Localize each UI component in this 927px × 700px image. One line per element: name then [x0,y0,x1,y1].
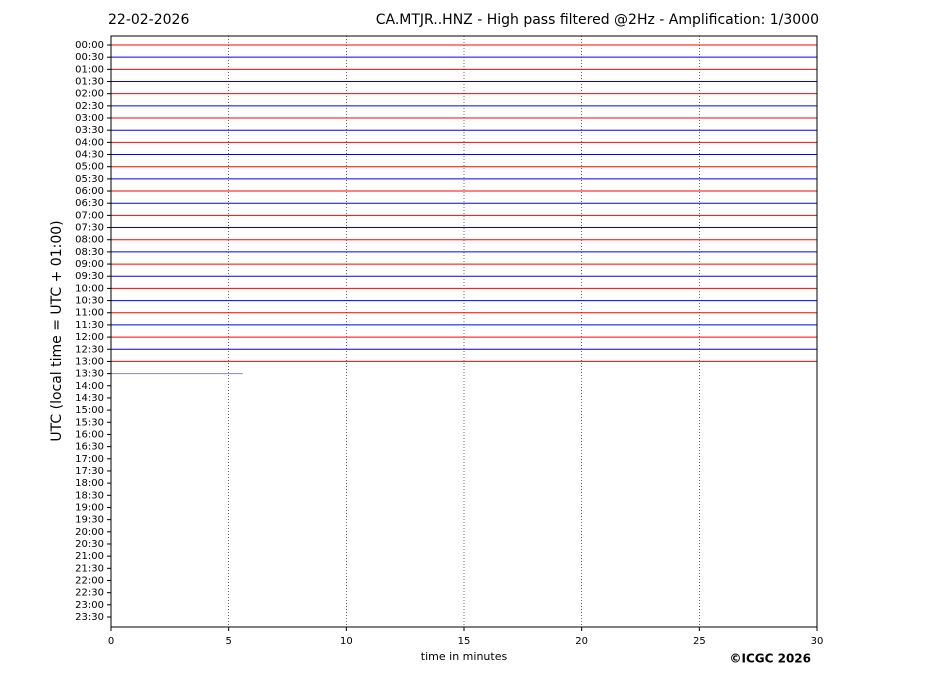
y-tick-label: 14:30 [75,393,104,404]
x-tick-label: 20 [575,636,588,647]
y-tick-label: 21:00 [75,551,104,562]
y-tick-label: 12:00 [75,332,104,343]
y-tick-label: 09:00 [75,259,104,270]
y-tick-label: 02:30 [75,101,104,112]
y-tick-label: 15:00 [75,405,104,416]
y-tick-label: 14:00 [75,381,104,392]
y-tick-label: 05:30 [75,174,104,185]
y-tick-label: 13:30 [75,369,104,380]
y-tick-label: 13:00 [75,356,104,367]
chart-title: CA.MTJR..HNZ - High pass filtered @2Hz -… [376,12,819,28]
y-tick-label: 19:00 [75,502,104,513]
y-tick-label: 07:30 [75,223,104,234]
y-tick-label: 00:00 [75,40,104,51]
y-tick-label: 10:30 [75,296,104,307]
y-tick-label: 06:30 [75,198,104,209]
y-tick-label: 16:30 [75,442,104,453]
x-tick-label: 10 [340,636,353,647]
y-axis-label: UTC (local time = UTC + 01:00) [49,220,65,441]
y-tick-label: 18:30 [75,490,104,501]
y-tick-label: 21:30 [75,563,104,574]
y-tick-label: 08:00 [75,235,104,246]
y-tick-label: 08:30 [75,247,104,258]
y-tick-label: 09:30 [75,271,104,282]
y-tick-label: 15:30 [75,417,104,428]
y-tick-label: 22:00 [75,575,104,586]
y-tick-label: 23:30 [75,612,104,623]
x-tick-label: 30 [811,636,824,647]
x-axis-label: time in minutes [421,650,508,663]
y-tick-label: 06:00 [75,186,104,197]
y-tick-label: 17:30 [75,466,104,477]
y-tick-label: 00:30 [75,52,104,63]
copyright: ©ICGC 2026 [729,652,811,666]
date: 22-02-2026 [108,12,189,28]
y-tick-label: 05:00 [75,162,104,173]
y-tick-label: 17:00 [75,454,104,465]
y-tick-label: 01:00 [75,64,104,75]
y-tick-label: 03:00 [75,113,104,124]
y-tick-label: 04:00 [75,137,104,148]
y-tick-label: 02:00 [75,89,104,100]
y-tick-label: 22:30 [75,588,104,599]
x-tick-label: 5 [225,636,231,647]
x-tick-label: 15 [458,636,471,647]
y-tick-label: 03:30 [75,125,104,136]
x-tick-label: 0 [108,636,114,647]
y-tick-label: 12:30 [75,344,104,355]
y-tick-label: 18:00 [75,478,104,489]
y-tick-label: 10:00 [75,283,104,294]
y-tick-label: 07:00 [75,210,104,221]
y-tick-label: 23:00 [75,600,104,611]
y-tick-label: 16:00 [75,429,104,440]
y-tick-label: 20:30 [75,539,104,550]
y-tick-label: 04:30 [75,150,104,161]
y-tick-label: 11:30 [75,320,104,331]
y-tick-label: 11:00 [75,308,104,319]
x-tick-label: 25 [693,636,706,647]
y-tick-label: 01:30 [75,77,104,88]
y-tick-label: 20:00 [75,527,104,538]
plot-frame [110,35,818,628]
y-tick-label: 19:30 [75,515,104,526]
